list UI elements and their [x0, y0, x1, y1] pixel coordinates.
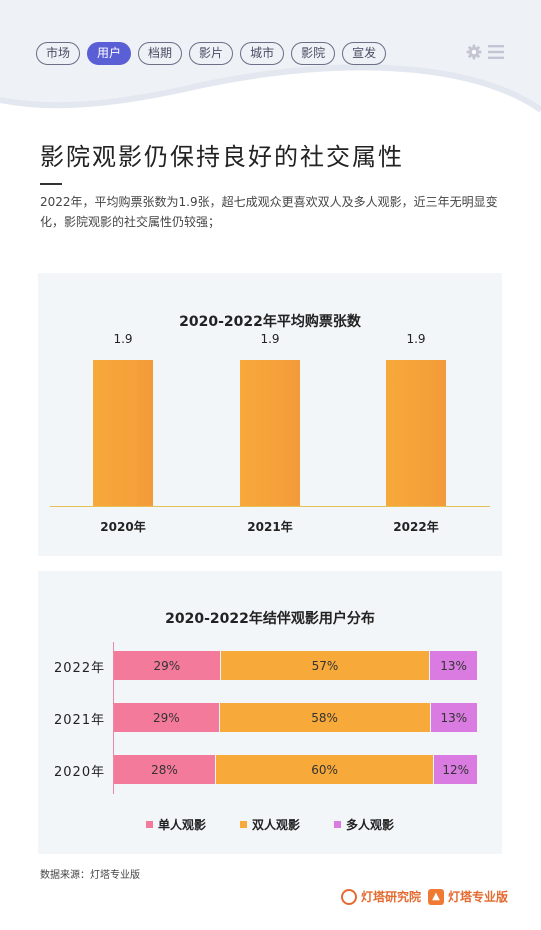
- header-wave-background: [0, 0, 541, 113]
- segment-1-0: 29%: [114, 703, 219, 732]
- bar-1: [240, 359, 300, 506]
- segment-label-1-0: 29%: [152, 710, 180, 725]
- legend-label-double: 双人观影: [251, 818, 300, 832]
- gear-icon[interactable]: [466, 44, 482, 60]
- brand-pro-label: 灯塔专业版: [448, 890, 509, 904]
- page-title: 影院观影仍保持良好的社交属性: [40, 143, 404, 171]
- legend-label-group: 多人观影: [346, 818, 395, 832]
- x-tick-label-0: 2020年: [100, 520, 146, 534]
- lighthouse-research-logo-icon: [341, 888, 357, 905]
- legend-swatch-double: [239, 821, 247, 828]
- tab-city[interactable]: 城市: [240, 42, 285, 65]
- segment-0-2: 13%: [430, 651, 477, 680]
- tab-promotion[interactable]: 宣发: [342, 42, 387, 65]
- segment-label-2-2: 12%: [442, 762, 469, 777]
- legend-item-group: 多人观影: [334, 816, 394, 833]
- tab-film[interactable]: 影片: [189, 42, 234, 65]
- segment-label-1-2: 13%: [440, 710, 468, 725]
- segment-1-1: 58%: [219, 703, 430, 732]
- x-tick-label-2: 2022年: [393, 520, 439, 534]
- companion-distribution-chart-panel: 2020-2022年结伴观影用户分布 2022年 29% 57% 13% 2021年 29…: [38, 571, 502, 854]
- data-source-note: 数据来源：灯塔专业版: [40, 870, 140, 881]
- legend-item-single: 单人观影: [145, 816, 206, 833]
- brand-research-label: 灯塔研究院: [361, 890, 422, 904]
- tab-user[interactable]: 用户: [87, 42, 132, 65]
- legend-swatch-group: [334, 821, 341, 828]
- segment-label-2-0: 28%: [151, 762, 178, 777]
- y-tick-label-0: 2022年: [54, 661, 106, 676]
- segment-label-0-0: 29%: [153, 658, 181, 673]
- x-axis-line: [50, 506, 490, 507]
- y-tick-label-2: 2020年: [54, 765, 106, 780]
- legend-item-double: 双人观影: [239, 816, 300, 833]
- lighthouse-pro-logo-icon: ▲: [428, 888, 444, 905]
- bar-0: [93, 359, 153, 506]
- segment-2-0: 28%: [114, 755, 215, 784]
- y-tick-label-1: 2021年: [54, 713, 106, 728]
- top-nav-tabs: 市场 用户 档期 影片 城市 影院 宣发: [36, 42, 387, 65]
- tab-market[interactable]: 市场: [36, 42, 81, 65]
- avg-tickets-chart-panel: 2020-2022年平均购票张数 1.9 2020年 1.9 2021年 1.9 2022…: [38, 273, 502, 556]
- chart-legend: 单人观影 双人观影 多人观影: [38, 816, 502, 833]
- segment-label-0-1: 57%: [311, 658, 339, 673]
- tab-cinema[interactable]: 影院: [291, 42, 336, 65]
- segment-2-2: 12%: [434, 755, 477, 784]
- legend-label-single: 单人观影: [157, 818, 206, 832]
- legend-swatch-single: [145, 821, 153, 828]
- brand-pro: ▲ 灯塔专业版: [428, 888, 508, 905]
- hamburger-menu-icon[interactable]: [488, 45, 504, 59]
- y-axis-line: [113, 642, 114, 794]
- tab-schedule[interactable]: 档期: [138, 42, 183, 65]
- segment-1-2: 13%: [430, 703, 477, 732]
- bar-value-label-1: 1.9: [260, 331, 280, 346]
- avg-tickets-chart-title: 2020-2022年平均购票张数: [179, 314, 361, 330]
- title-underline: [40, 183, 62, 185]
- page-description: 2022年，平均购票张数为1.9张，超七成观众更喜欢双人及多人观影，近三年无明显…: [40, 195, 498, 229]
- segment-label-1-1: 58%: [311, 710, 338, 725]
- segment-2-1: 60%: [215, 755, 434, 784]
- bar-value-label-2: 1.9: [406, 331, 426, 346]
- segment-0-0: 29%: [114, 651, 220, 680]
- segment-0-1: 57%: [220, 651, 430, 680]
- bar-2: [386, 359, 446, 506]
- x-tick-label-1: 2021年: [247, 520, 293, 534]
- companion-chart-title: 2020-2022年结伴观影用户分布: [165, 611, 375, 627]
- brand-research: 灯塔研究院: [341, 888, 421, 905]
- segment-label-2-1: 60%: [311, 762, 338, 777]
- bar-value-label-0: 1.9: [113, 331, 133, 346]
- segment-label-0-2: 13%: [440, 658, 467, 673]
